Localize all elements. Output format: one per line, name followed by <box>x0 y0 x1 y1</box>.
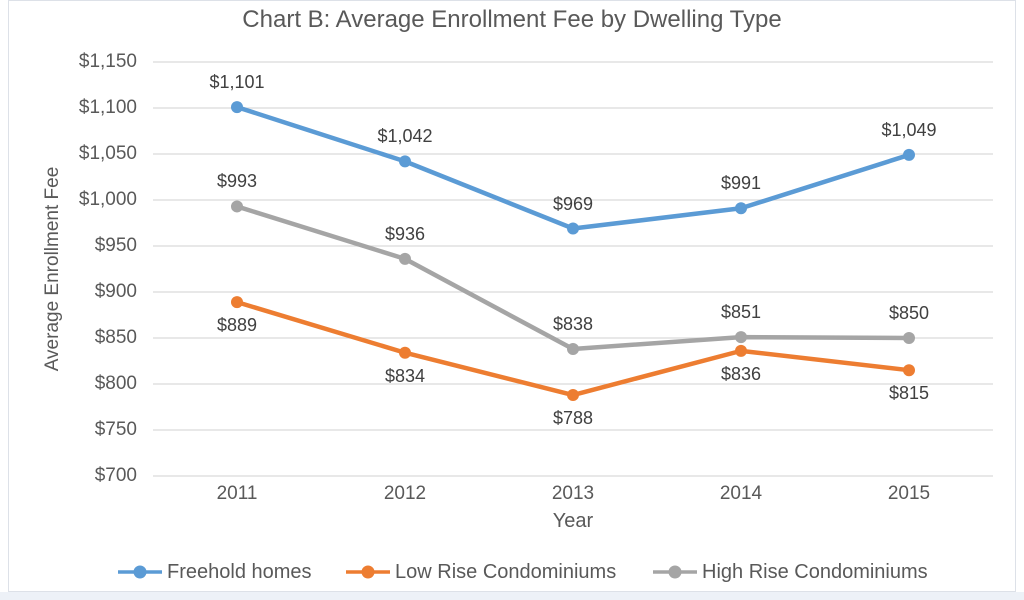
legend-label: Freehold homes <box>167 560 312 583</box>
data-point-label: $1,042 <box>377 126 433 147</box>
y-tick-label: $1,000 <box>78 189 137 210</box>
data-point <box>903 332 915 344</box>
y-tick-label: $1,150 <box>78 51 137 72</box>
legend-item-1: Low Rise Condominiums <box>345 560 616 584</box>
data-point <box>735 202 747 215</box>
data-point-label: $1,101 <box>209 72 265 93</box>
data-point-label: $969 <box>552 193 594 214</box>
legend-label: High Rise Condominiums <box>702 560 928 583</box>
data-point <box>231 200 243 213</box>
y-tick-label: $700 <box>94 465 137 486</box>
x-tick-label: 2015 <box>887 483 931 504</box>
data-point <box>903 364 915 377</box>
legend-label: Low Rise Condominiums <box>395 560 617 583</box>
data-point <box>231 101 243 114</box>
data-point-label: $851 <box>720 302 762 323</box>
data-point-label: $815 <box>888 383 930 404</box>
data-point-label: $838 <box>552 314 594 335</box>
x-tick-label: 2012 <box>383 483 427 504</box>
data-point <box>399 346 411 359</box>
data-point <box>735 344 747 357</box>
legend-marker-icon <box>653 565 697 579</box>
data-point-label: $850 <box>888 303 930 323</box>
data-point <box>567 389 579 402</box>
x-tick-label: 2014 <box>719 483 763 504</box>
data-point-label: $836 <box>720 363 762 384</box>
data-point-label: $993 <box>216 171 258 192</box>
legend-item-2: High Rise Condominiums <box>652 560 928 584</box>
data-point <box>399 155 411 168</box>
x-tick-label: 2013 <box>551 483 595 504</box>
chart-title: Chart B: Average Enrollment Fee by Dwell… <box>242 6 782 33</box>
data-point-label: $834 <box>384 365 426 386</box>
data-point <box>567 343 579 356</box>
data-point-label: $991 <box>720 173 762 194</box>
legend-item-0: Freehold homes <box>117 560 312 584</box>
x-axis-title: Year <box>552 510 594 532</box>
data-point-label: $1,049 <box>881 119 937 140</box>
legend-marker-icon <box>346 565 390 579</box>
data-point <box>231 296 243 309</box>
data-point-label: $889 <box>216 315 258 336</box>
data-point-label: $936 <box>384 223 426 244</box>
y-tick-label: $850 <box>94 327 137 348</box>
bottom-strip <box>0 592 1024 600</box>
data-point <box>903 148 915 161</box>
y-tick-label: $800 <box>94 373 137 394</box>
y-tick-label: $950 <box>94 235 137 256</box>
y-tick-label: $900 <box>94 281 137 302</box>
y-tick-label: $1,050 <box>78 143 137 164</box>
x-tick-label: 2011 <box>216 483 258 504</box>
data-point <box>735 331 747 344</box>
data-point-label: $788 <box>552 408 594 429</box>
y-tick-label: $1,100 <box>78 97 137 118</box>
chart-frame-border <box>8 0 1016 592</box>
legend-marker-icon <box>118 565 162 579</box>
data-point <box>399 252 411 265</box>
y-tick-label: $750 <box>94 419 137 440</box>
data-point <box>567 222 579 235</box>
